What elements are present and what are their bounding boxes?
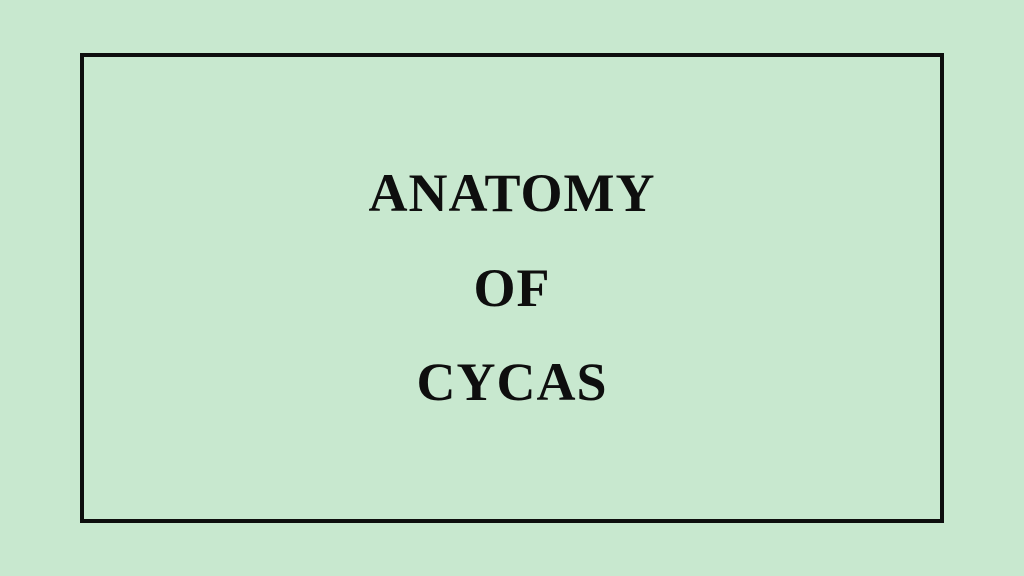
slide-title: ANATOMY OF CYCAS	[369, 146, 656, 430]
title-slide-frame: ANATOMY OF CYCAS	[80, 53, 944, 523]
